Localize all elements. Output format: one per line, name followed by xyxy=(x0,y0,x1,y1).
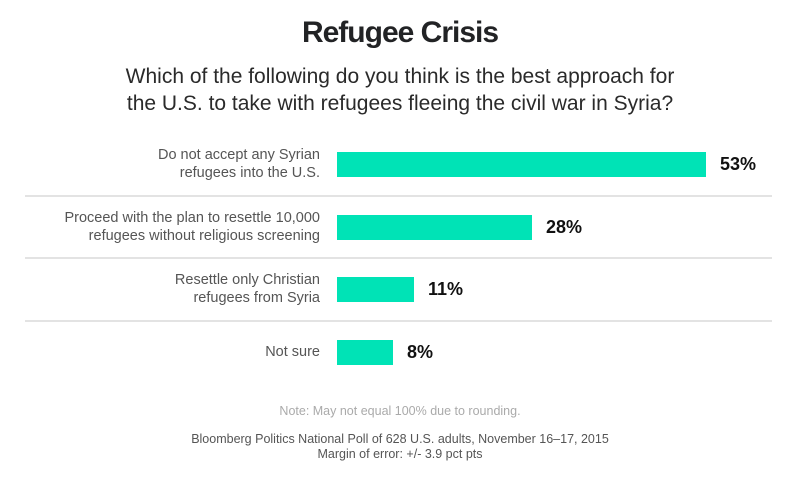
subtitle-line: the U.S. to take with refugees fleeing t… xyxy=(126,92,674,115)
category-label: Resettle only Christian refugees from Syr… xyxy=(175,271,320,307)
category-label-line: Proceed with the plan to resettle 10,000 xyxy=(64,209,320,226)
category-label-line: refugees from Syria xyxy=(193,290,320,306)
category-label-line: Not sure xyxy=(265,343,320,360)
chart-title: Refugee Crisis xyxy=(301,16,499,49)
row-divider xyxy=(25,257,772,259)
bar xyxy=(337,214,532,240)
chart-source: Bloomberg Politics National Poll of 628 … xyxy=(0,432,800,462)
category-label-line: Do not accept any Syrian xyxy=(157,147,320,163)
bar xyxy=(337,339,393,365)
category-label: Not sure xyxy=(265,343,320,361)
row-divider xyxy=(25,320,772,322)
bar xyxy=(337,277,414,302)
category-label: Proceed with the plan to resettle 10,000… xyxy=(64,209,320,245)
subtitle-line: Which of the following do you think is t… xyxy=(125,65,675,88)
category-label-line: refugees without religious screening xyxy=(88,227,320,244)
source-line: Bloomberg Politics National Poll of 628 … xyxy=(191,432,609,446)
value-label: 11% xyxy=(428,279,464,299)
source-line: Margin of error: +/- 3.9 pct pts xyxy=(317,447,483,461)
value-label: 8% xyxy=(407,341,434,362)
value-label: 28% xyxy=(546,216,583,237)
chart-note: Note: May not equal 100% due to rounding… xyxy=(279,404,521,418)
bar xyxy=(337,152,706,177)
category-label-line: Resettle only Christian xyxy=(174,272,320,288)
value-label: 53% xyxy=(720,154,757,174)
chart-subtitle: Which of the following do you think is t… xyxy=(0,63,800,117)
category-label: Do not accept any Syrian refugees into th… xyxy=(158,146,320,182)
row-divider xyxy=(25,195,772,197)
category-label-line: refugees into the U.S. xyxy=(179,165,320,181)
